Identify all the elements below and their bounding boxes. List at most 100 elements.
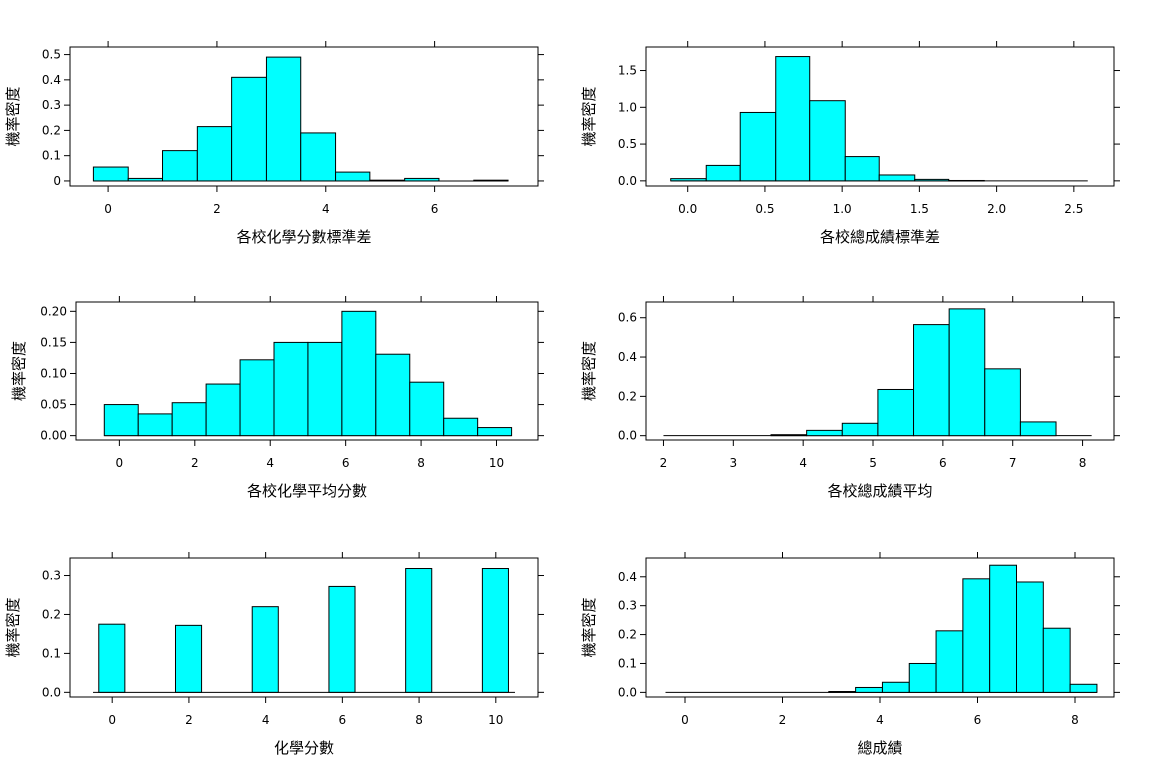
x-tick-label: 0 [116,456,124,470]
histogram-bar-2 [137,413,173,437]
histogram-bar-9 [1042,627,1071,693]
y-tick-label: 0.4 [42,73,61,87]
x-tick-label: 2.0 [987,202,1006,216]
y-tick-label: 0.2 [42,123,61,137]
y-tick-label: 0.0 [618,174,637,188]
y-tick-label: 0.4 [618,570,637,584]
histogram-bar-10 [404,177,440,182]
x-tick-label: 6 [939,456,947,470]
histogram-bar-5 [935,630,964,693]
x-axis-title: 各校總成績平均 [827,482,932,500]
plot-frame [69,557,539,698]
histogram-bar-9 [948,179,985,182]
histogram-bar-6 [962,578,991,693]
x-tick-label: 2 [779,713,787,727]
x-axis-title: 各校化學分數標準差 [236,228,371,246]
y-tick-label: 0.0 [618,685,637,699]
histogram-bar-1 [98,623,126,693]
y-tick-label: 0.3 [42,569,61,583]
x-tick-label: 0.0 [678,202,697,216]
y-axis-title: 機率密度 [580,341,598,401]
x-tick-label: 10 [489,456,504,470]
y-tick-label: 0.5 [42,48,61,62]
y-tick-label: 0.15 [40,335,67,349]
x-tick-label: 2.5 [1064,202,1083,216]
histogram-bar-1 [103,404,139,437]
histogram-bar-1 [828,691,857,693]
histogram-bar-8 [913,324,950,437]
histogram-bar-4 [770,434,808,437]
histogram-bar-10 [984,368,1021,437]
histogram-bar-10 [1069,683,1098,693]
histogram-bar-6 [481,568,509,693]
histogram-bar-7 [300,132,337,182]
x-tick-label: 0 [108,713,116,727]
histogram-bar-8 [1016,581,1044,693]
histogram-bar-7 [307,341,343,437]
x-tick-label: 8 [417,456,425,470]
histogram-bar-2 [174,624,203,693]
x-tick-label: 4 [262,713,270,727]
histogram-bar-5 [239,359,275,437]
histogram-bar-3 [162,150,198,182]
y-tick-label: 1.0 [618,100,637,114]
y-tick-label: 0.0 [42,685,61,699]
histogram-bar-6 [844,156,880,182]
x-tick-label: 10 [488,713,503,727]
histogram-panel-1: 0 2 4 6 0 0.1 0.2 0.3 0.4 0.5 各校化學分數標準差 機率密度 [4,41,544,246]
histogram-bar-5 [405,568,433,693]
y-tick-label: 0.2 [618,389,637,403]
y-tick-label: 0.6 [618,311,637,325]
histogram-panel-5: 0 2 4 6 8 10 0.0 0.1 0.2 0.3 化學分數 機率密度 [4,552,544,757]
plot-frame [75,301,539,441]
histogram-bar-3 [739,111,777,182]
histogram-bar-3 [251,606,279,693]
y-axis-title: 機率密度 [4,86,22,146]
y-tick-label: 1.5 [618,64,637,78]
plot-frame [645,301,1115,441]
x-tick-label: 8 [1079,456,1087,470]
histogram-bar-4 [205,383,241,437]
histogram-bar-8 [914,178,950,182]
x-tick-label: 3 [729,456,737,470]
histogram-bar-9 [948,308,986,437]
y-tick-label: 0.2 [618,628,637,642]
histogram-bar-6 [841,422,879,437]
x-tick-label: 7 [1009,456,1017,470]
y-axis-title: 機率密度 [580,86,598,146]
histogram-bar-5 [809,100,846,182]
x-tick-label: 2 [185,713,193,727]
y-axis-title: 機率密度 [580,597,598,657]
y-axis-title: 機率密度 [4,597,22,657]
histogram-bar-4 [196,126,233,182]
plot-frame [69,46,539,187]
x-tick-label: 0.5 [755,202,774,216]
x-tick-label: 2 [191,456,199,470]
histogram-bar-3 [171,402,207,437]
histogram-bar-6 [265,56,302,182]
histogram-panel-6: 0 2 4 6 8 0.0 0.1 0.2 0.3 0.4 總成績 機率密度 [580,552,1120,757]
histogram-bar-11 [1019,421,1057,437]
y-tick-label: 0.00 [40,429,67,443]
histogram-bar-9 [369,179,406,182]
histogram-bar-9 [375,353,411,437]
histogram-bar-2 [855,686,883,693]
x-tick-label: 4 [266,456,274,470]
x-tick-label: 2 [213,202,221,216]
histogram-bar-5 [231,76,267,182]
y-tick-label: 0.4 [618,350,637,364]
x-tick-label: 6 [339,713,347,727]
histogram-bar-10 [409,381,445,437]
y-tick-label: 0.1 [42,646,61,660]
y-tick-label: 0.05 [40,398,67,412]
x-axis-title: 化學分數 [274,739,334,757]
x-tick-label: 2 [660,456,668,470]
x-tick-label: 5 [869,456,877,470]
histogram-bar-3 [881,681,910,693]
histogram-bar-1 [92,166,129,182]
y-tick-label: 0.3 [618,599,637,613]
x-tick-label: 1.5 [910,202,929,216]
histogram-bar-11 [443,417,479,437]
y-axis-title: 機率密度 [10,341,28,401]
